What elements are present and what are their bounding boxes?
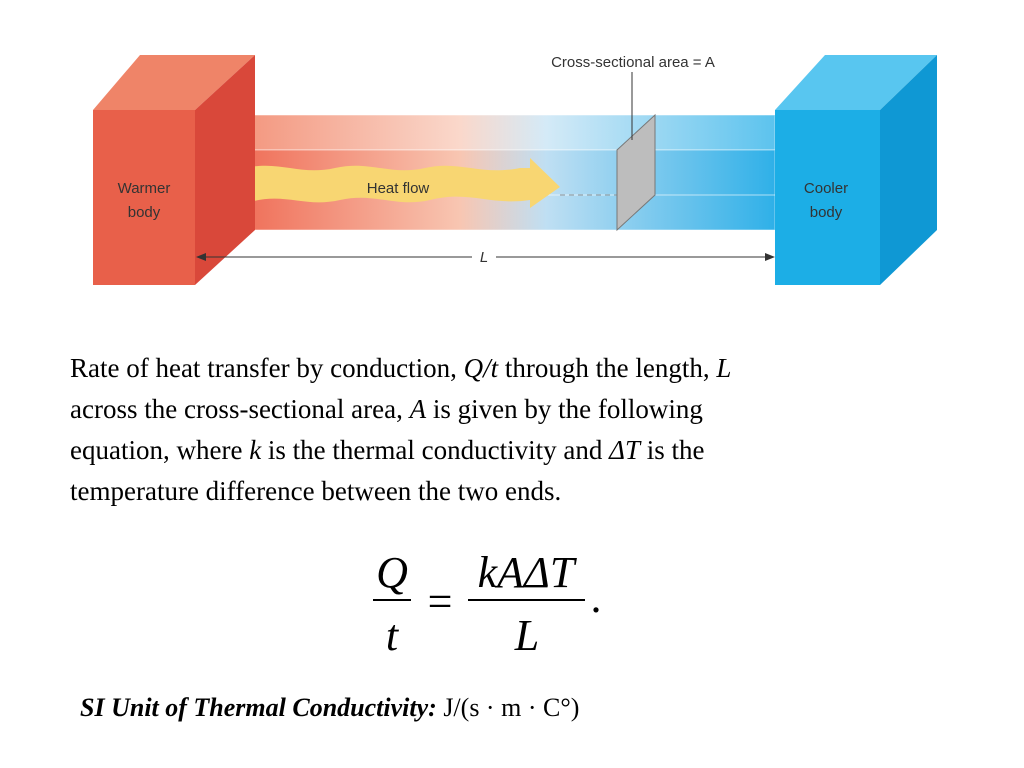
text: is the thermal conductivity and <box>261 435 610 465</box>
numerator: kAΔT <box>478 548 578 597</box>
period: . <box>591 573 602 622</box>
symbol: L <box>716 353 732 383</box>
length-label: L <box>480 249 488 266</box>
text: temperature difference between the two e… <box>70 476 562 506</box>
cross-section <box>616 113 656 232</box>
line: temperature difference between the two e… <box>70 471 731 512</box>
symbol: A <box>409 394 427 424</box>
line: across the cross-sectional area, A is gi… <box>70 389 731 430</box>
arrow-head <box>765 253 775 261</box>
cool-label: body <box>810 204 843 221</box>
si-value: J/(s · m · C°) <box>443 693 580 722</box>
cool-label: Cooler <box>804 180 848 197</box>
denominator: t <box>386 611 400 660</box>
equals: = <box>428 577 453 626</box>
symbol: ΔT <box>609 435 640 465</box>
area-label: Cross-sectional area = A <box>551 54 715 71</box>
arrow-head <box>196 253 206 261</box>
warm-label: body <box>128 204 161 221</box>
line: equation, where k is the thermal conduct… <box>70 430 731 471</box>
equation: Q t = kAΔT L . <box>373 548 602 660</box>
warm-front <box>93 110 195 285</box>
si-unit: SI Unit of Thermal Conductivity: J/(s · … <box>80 693 579 723</box>
text: Rate of heat transfer by conduction, <box>70 353 464 383</box>
si-label: SI Unit of Thermal Conductivity: <box>80 693 437 722</box>
warm-label: Warmer <box>118 180 171 197</box>
heat-flow-arrow <box>245 158 560 208</box>
text: is given by the following <box>426 394 703 424</box>
conduction-diagram: Heat flow Cross-sectional area = A Warme… <box>93 54 937 285</box>
text: is the <box>639 435 705 465</box>
symbol: k <box>249 435 262 465</box>
warm-side <box>195 55 255 285</box>
warm-top <box>93 55 255 110</box>
cool-top <box>775 55 937 110</box>
numerator: Q <box>376 548 408 597</box>
symbol: Q/t <box>463 353 499 383</box>
cool-side <box>880 55 937 285</box>
text: across the cross-sectional area, <box>70 394 410 424</box>
text: equation, where <box>70 435 250 465</box>
cool-front <box>775 110 880 285</box>
paragraph: Rate of heat transfer by conduction, Q/t… <box>70 348 731 512</box>
flow-label: Heat flow <box>367 180 430 197</box>
rod-top <box>201 114 776 151</box>
denominator: L <box>514 611 539 660</box>
text: through the length, <box>498 353 717 383</box>
line: Rate of heat transfer by conduction, Q/t… <box>70 348 731 389</box>
